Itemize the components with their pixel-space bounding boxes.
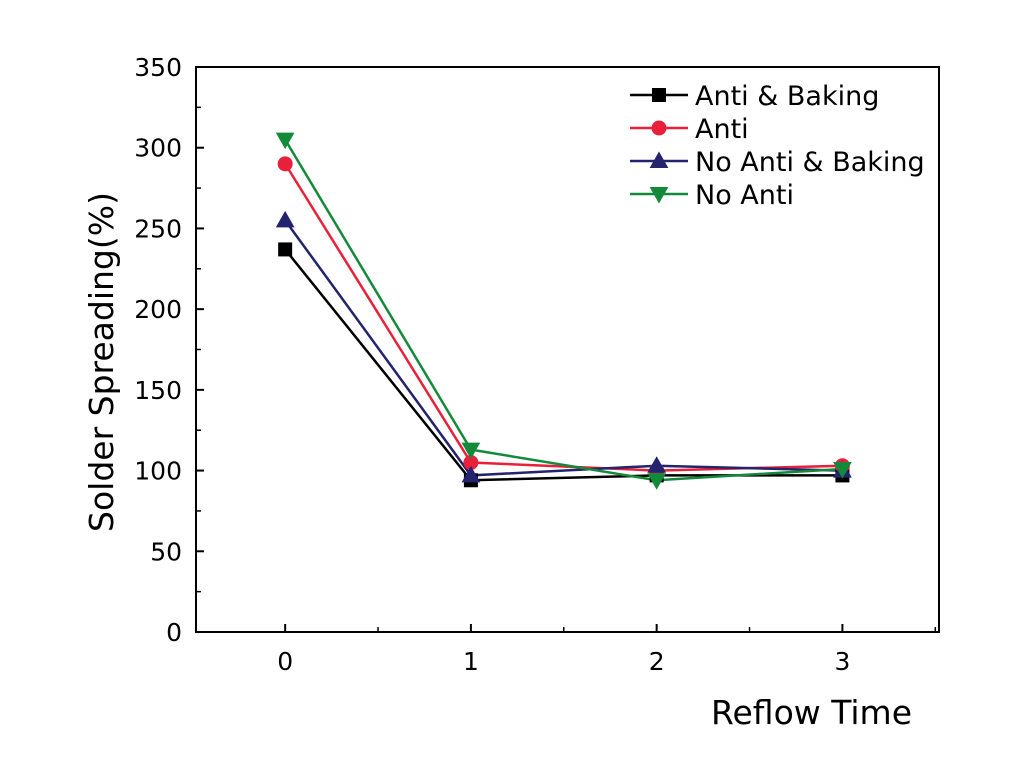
data-point-series-4 bbox=[461, 442, 481, 460]
y-tick-label: 0 bbox=[166, 618, 182, 647]
y-tick-label: 350 bbox=[134, 53, 182, 82]
x-axis-ticks: 0 1 2 3 bbox=[277, 624, 937, 676]
data-point-series-3 bbox=[275, 210, 295, 228]
data-point-series-1 bbox=[278, 242, 293, 257]
legend-label: No Anti & Baking bbox=[695, 147, 925, 178]
legend-marker bbox=[649, 151, 669, 168]
series-line-4 bbox=[284, 139, 843, 482]
series-markers bbox=[275, 132, 852, 490]
series-lines bbox=[284, 139, 843, 482]
y-tick-label: 300 bbox=[134, 134, 182, 163]
x-tick-label: 1 bbox=[463, 647, 479, 676]
series-line-1 bbox=[284, 248, 843, 482]
y-tick-label: 50 bbox=[150, 537, 182, 566]
x-axis-title: Reflow Time bbox=[711, 693, 912, 732]
legend-label: Anti & Baking bbox=[695, 81, 879, 112]
data-point-series-3 bbox=[647, 456, 667, 473]
legend-marker bbox=[652, 88, 666, 102]
data-point-series-4 bbox=[833, 461, 852, 479]
y-axis-ticks: 0 50 100 150 200 250 300 350 bbox=[134, 53, 204, 647]
x-tick-label: 3 bbox=[834, 647, 850, 676]
legend-marker bbox=[651, 120, 667, 136]
legend-marker bbox=[649, 187, 669, 204]
legend-label: Anti bbox=[695, 114, 749, 145]
y-tick-label: 150 bbox=[134, 376, 182, 405]
y-tick-label: 100 bbox=[134, 457, 182, 486]
data-point-series-4 bbox=[275, 132, 295, 150]
data-point-series-3 bbox=[461, 465, 481, 483]
y-axis-title: Solder Spreading(%) bbox=[82, 192, 121, 532]
y-tick-label: 200 bbox=[134, 295, 182, 324]
x-tick-label: 0 bbox=[277, 647, 293, 676]
series-line-3 bbox=[284, 219, 843, 477]
y-tick-label: 250 bbox=[134, 214, 182, 243]
data-point-series-4 bbox=[647, 473, 667, 490]
legend-label: No Anti bbox=[695, 180, 794, 211]
x-tick-label: 2 bbox=[649, 647, 665, 676]
data-point-series-2 bbox=[277, 156, 293, 172]
